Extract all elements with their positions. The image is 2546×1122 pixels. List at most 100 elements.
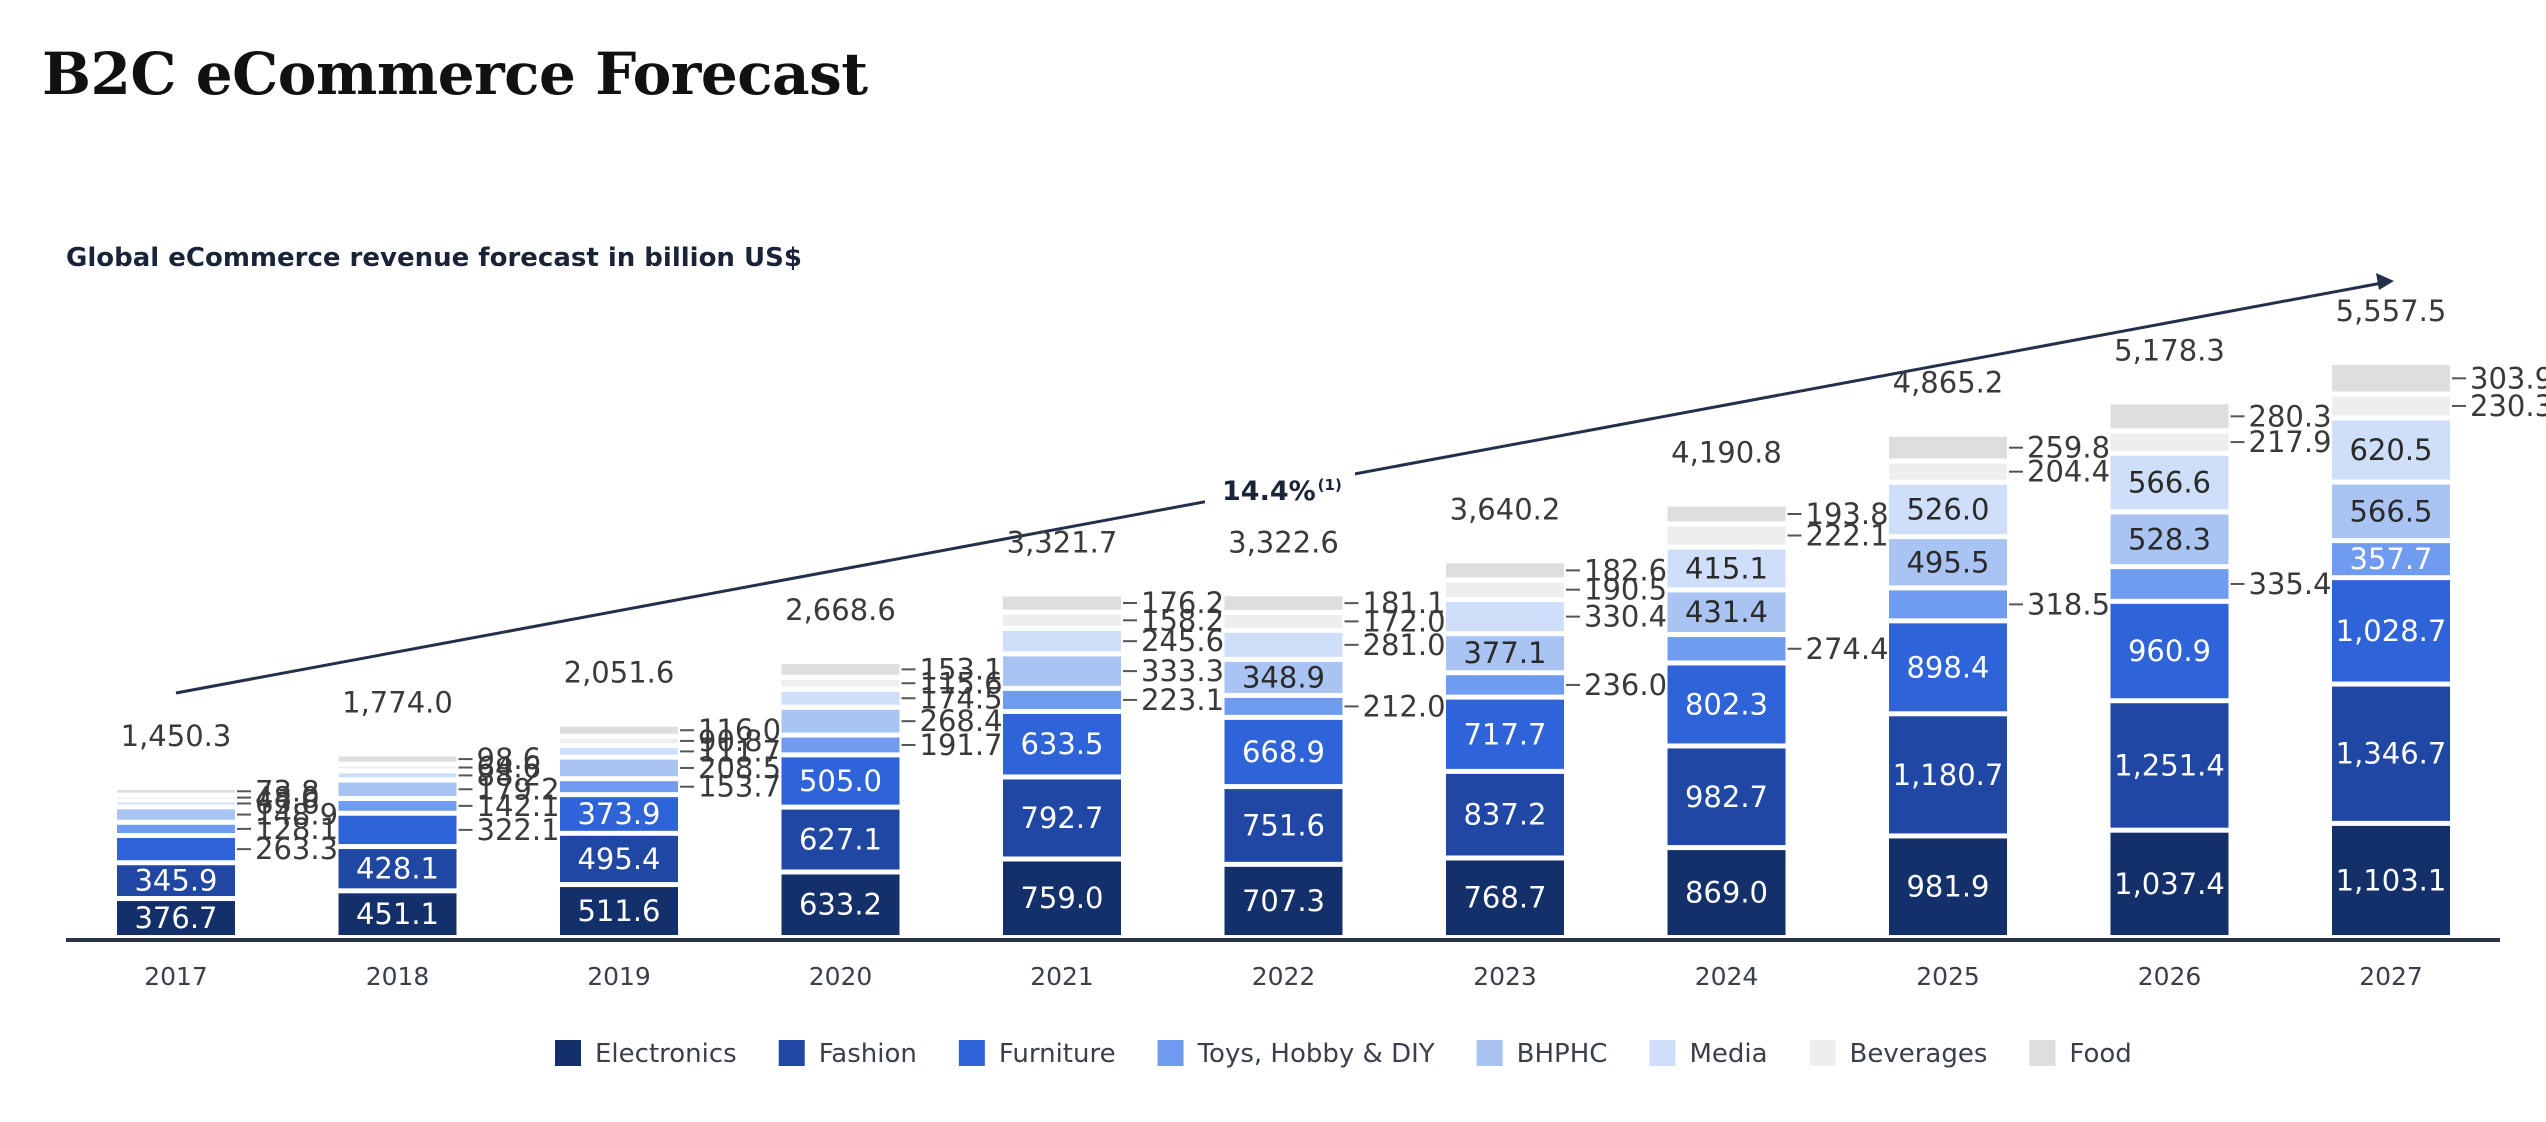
bar-food-2017 bbox=[117, 789, 235, 793]
bar-furniture-2022 bbox=[1224, 719, 1343, 785]
bar-food-2027 bbox=[2332, 365, 2450, 392]
segment-label: 245.6 bbox=[1141, 624, 1224, 658]
bar-beverages-2026 bbox=[2110, 433, 2229, 451]
legend-swatch bbox=[2029, 1040, 2056, 1066]
legend-label: Furniture bbox=[999, 1039, 1116, 1069]
bar-toys-hobby-diy-2017 bbox=[117, 824, 235, 834]
segment-label: 181.1 bbox=[1363, 586, 1446, 620]
bar-furniture-2020 bbox=[781, 757, 900, 805]
x-axis: 2017 2018 2019 2020 2021 2022 2023 2024 2025 2026… bbox=[66, 938, 2500, 991]
bars-group bbox=[117, 365, 2450, 935]
legend-label: Media bbox=[1689, 1039, 1767, 1069]
x-tick-label: 2026 bbox=[2138, 962, 2202, 991]
bar-electronics-2021 bbox=[1003, 861, 1121, 935]
chart-title: Global eCommerce revenue forecast in bil… bbox=[66, 243, 802, 273]
bar-fashion-2020 bbox=[781, 809, 900, 870]
total-label: 3,321.7 bbox=[1007, 525, 1118, 559]
bar-fashion-2022 bbox=[1224, 789, 1343, 862]
total-label: 3,322.6 bbox=[1228, 525, 1339, 559]
total-label: 2,668.6 bbox=[785, 593, 896, 627]
segment-label: 176.2 bbox=[1141, 586, 1224, 620]
bar-toys-hobby-diy-2026 bbox=[2110, 569, 2229, 599]
bar-bhphc-2021 bbox=[1003, 656, 1121, 686]
segment-label: 633.5 bbox=[1020, 727, 1103, 761]
bar-furniture-2018 bbox=[338, 815, 457, 845]
segment-label: 1,103.1 bbox=[2336, 863, 2447, 897]
bar-media-2027 bbox=[2332, 420, 2450, 480]
segment-label: 373.9 bbox=[577, 797, 660, 831]
bar-food-2025 bbox=[1889, 436, 2007, 459]
segment-label: 259.8 bbox=[2027, 431, 2110, 465]
x-tick-label: 2022 bbox=[1252, 962, 1316, 991]
x-tick-label: 2024 bbox=[1695, 962, 1759, 991]
bar-media-2025 bbox=[1889, 484, 2007, 535]
segment-label: 281.0 bbox=[1363, 628, 1446, 662]
segment-label: 223.1 bbox=[1141, 683, 1224, 717]
bar-media-2019 bbox=[560, 748, 678, 755]
x-tick-label: 2023 bbox=[1473, 962, 1537, 991]
bar-food-2024 bbox=[1667, 506, 1786, 522]
bar-toys-hobby-diy-2025 bbox=[1889, 590, 2007, 619]
bar-beverages-2021 bbox=[1003, 614, 1121, 626]
x-tick-label: 2017 bbox=[144, 962, 208, 991]
legend-item: Electronics bbox=[555, 1039, 737, 1069]
growth-label-bg bbox=[1205, 466, 1355, 512]
legend-label: Electronics bbox=[595, 1039, 737, 1069]
segment-label: 73.8 bbox=[255, 774, 320, 808]
segment-label: 792.7 bbox=[1020, 801, 1103, 835]
segment-label: 1,028.7 bbox=[2336, 614, 2447, 648]
segment-label: 428.1 bbox=[356, 852, 439, 886]
segment-label: 172.0 bbox=[1363, 604, 1446, 638]
bar-media-2021 bbox=[1003, 630, 1121, 652]
segment-label: 357.7 bbox=[2349, 542, 2432, 576]
segment-label: 158.2 bbox=[1141, 603, 1224, 637]
x-tick-label: 2021 bbox=[1030, 962, 1094, 991]
segment-label: 174.5 bbox=[920, 681, 1003, 715]
bar-media-2020 bbox=[781, 691, 900, 705]
segment-label: 431.4 bbox=[1685, 595, 1768, 629]
bar-bhphc-2026 bbox=[2110, 514, 2229, 565]
bar-fashion-2017 bbox=[117, 865, 235, 897]
segment-label: 335.4 bbox=[2249, 567, 2332, 601]
bar-toys-hobby-diy-2018 bbox=[338, 801, 457, 811]
bar-bhphc-2019 bbox=[560, 759, 678, 777]
segment-label: 376.7 bbox=[134, 901, 217, 935]
bar-beverages-2018 bbox=[338, 766, 457, 769]
segment-label: 65.6 bbox=[255, 786, 320, 820]
bar-media-2017 bbox=[117, 802, 235, 805]
bar-media-2018 bbox=[338, 773, 457, 778]
segment-label: 212.0 bbox=[1363, 689, 1446, 723]
total-label: 5,178.3 bbox=[2114, 333, 2225, 367]
segment-label: 191.7 bbox=[920, 728, 1003, 762]
legend-label: BHPHC bbox=[1517, 1039, 1608, 1069]
bar-beverages-2022 bbox=[1224, 614, 1343, 628]
bar-beverages-2023 bbox=[1446, 582, 1564, 598]
bar-fashion-2021 bbox=[1003, 779, 1121, 857]
bar-food-2022 bbox=[1224, 596, 1343, 610]
segment-label: 263.3 bbox=[255, 832, 338, 866]
segment-label: 318.5 bbox=[2027, 587, 2110, 621]
bar-electronics-2018 bbox=[338, 893, 457, 935]
total-label: 1,774.0 bbox=[342, 685, 453, 719]
segment-label: 768.7 bbox=[1463, 881, 1546, 915]
bar-bhphc-2023 bbox=[1446, 636, 1564, 671]
segment-label: 566.6 bbox=[2128, 466, 2211, 500]
segment-label: 148.9 bbox=[255, 798, 338, 832]
bar-beverages-2019 bbox=[560, 738, 678, 744]
bar-fashion-2025 bbox=[1889, 716, 2007, 834]
growth-footnote: (1) bbox=[1318, 476, 1342, 494]
bar-toys-hobby-diy-2027 bbox=[2332, 543, 2450, 576]
segment-label: 330.4 bbox=[1584, 600, 1667, 634]
segment-label: 566.5 bbox=[2349, 494, 2432, 528]
growth-arrow-head-icon bbox=[2376, 273, 2394, 290]
legend-swatch bbox=[1809, 1040, 1836, 1066]
legend-swatch bbox=[1476, 1040, 1503, 1066]
bar-furniture-2023 bbox=[1446, 699, 1564, 769]
total-label: 2,051.6 bbox=[564, 656, 675, 690]
bar-furniture-2021 bbox=[1003, 713, 1121, 775]
bar-beverages-2017 bbox=[117, 797, 235, 799]
segment-label: 751.6 bbox=[1242, 808, 1325, 842]
total-label: 3,640.2 bbox=[1450, 492, 1561, 526]
legend-item: Furniture bbox=[958, 1039, 1116, 1069]
